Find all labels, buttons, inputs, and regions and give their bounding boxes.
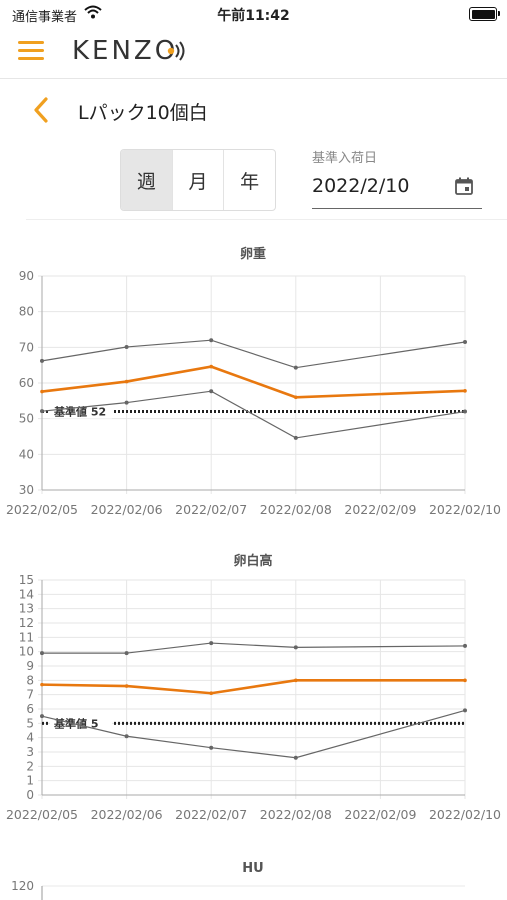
y-tick-label: 2 (26, 759, 34, 773)
y-tick-label: 70 (19, 340, 34, 354)
data-point-avg (294, 395, 298, 400)
divider (26, 219, 507, 220)
y-tick-label: 8 (26, 673, 34, 687)
data-point-min (293, 755, 298, 760)
data-point-max (40, 651, 44, 656)
back-icon[interactable] (30, 96, 54, 124)
data-point-avg (124, 684, 129, 688)
data-point-avg (463, 678, 467, 683)
series-line-avg (41, 679, 465, 695)
data-point-max (293, 645, 298, 650)
data-point-min (124, 400, 129, 405)
period-segmented-control: 週 月 年 (120, 149, 276, 211)
x-tick-label: 2022/02/08 (260, 502, 332, 517)
wifi-icon (84, 5, 102, 23)
y-tick-label: 80 (19, 305, 34, 319)
y-tick-label: 30 (19, 483, 34, 497)
y-tick-label: 60 (19, 376, 34, 390)
data-point-min (124, 734, 129, 739)
x-tick-label: 2022/02/05 (6, 807, 78, 822)
data-point-avg (209, 364, 213, 369)
data-point-min (209, 745, 214, 750)
date-field[interactable]: 2022/2/10 (312, 168, 482, 209)
data-point-min (463, 708, 467, 713)
y-tick-label: 0 (26, 788, 34, 802)
tab-week[interactable]: 週 (121, 150, 173, 210)
y-tick-label: 120 (11, 879, 34, 893)
data-point-max (209, 641, 214, 646)
series-line-avg (41, 365, 466, 399)
date-field-label: 基準入荷日 (312, 151, 378, 166)
data-point-avg (209, 691, 213, 696)
data-point-avg (124, 379, 129, 384)
x-tick-label: 2022/02/07 (175, 502, 247, 517)
data-point-min (463, 409, 467, 414)
chart-title: 卵重 (240, 246, 266, 262)
y-tick-label: 12 (19, 616, 34, 630)
logo-signal-icon (167, 41, 185, 61)
y-tick-label: 1 (26, 774, 34, 788)
data-point-max (124, 651, 129, 656)
tab-year[interactable]: 年 (240, 170, 260, 193)
page-header: Lパック10個白 (0, 80, 507, 140)
carrier-label: 通信事業者 (12, 10, 78, 25)
y-tick-label: 50 (19, 412, 34, 426)
x-tick-label: 2022/02/10 (429, 502, 501, 517)
page-title: Lパック10個白 (78, 102, 208, 124)
series-line-max (41, 339, 466, 369)
data-point-avg (40, 682, 44, 687)
x-tick-label: 2022/02/07 (175, 807, 247, 822)
data-point-avg (294, 678, 298, 683)
x-tick-label: 2022/02/08 (260, 807, 332, 822)
chart-title: 卵白高 (233, 553, 272, 569)
hu-chart: HU 120 (11, 861, 465, 900)
y-tick-label: 40 (19, 447, 34, 461)
y-tick-label: 9 (26, 659, 34, 673)
calendar-icon[interactable] (454, 176, 474, 200)
reference-label-bg (50, 716, 112, 731)
tab-month[interactable]: 月 (173, 150, 225, 210)
data-point-min (209, 389, 214, 394)
chart-title: HU (242, 861, 263, 876)
data-point-min (293, 435, 298, 440)
date-value[interactable]: 2022/2/10 (312, 175, 410, 197)
data-point-avg (463, 389, 467, 393)
x-tick-label: 2022/02/09 (344, 502, 416, 517)
y-tick-label: 6 (26, 702, 34, 716)
y-tick-label: 13 (19, 602, 34, 616)
y-tick-label: 3 (26, 745, 34, 759)
data-point-max (293, 365, 298, 370)
y-tick-label: 7 (26, 688, 34, 702)
y-tick-label: 5 (26, 716, 34, 730)
data-point-max (463, 339, 467, 344)
data-point-max (209, 338, 214, 343)
x-tick-label: 2022/02/06 (91, 502, 163, 517)
clock: 午前11:42 (217, 8, 290, 24)
egg-weight-chart: 卵重 30 40 50 60 70 80 90 2022/02/05 2022/02/06 2022… (6, 246, 501, 517)
x-tick-label: 2022/02/06 (91, 807, 163, 822)
x-tick-label: 2022/02/05 (6, 502, 78, 517)
logo-text: KENZO (72, 36, 179, 66)
reference-label-bg (50, 404, 112, 419)
data-point-max (463, 643, 467, 648)
y-tick-label: 4 (26, 731, 34, 745)
y-tick-label: 11 (19, 630, 34, 644)
data-point-min (40, 714, 44, 719)
x-tick-label: 2022/02/10 (429, 807, 501, 822)
y-tick-label: 14 (19, 587, 34, 601)
data-point-min (40, 409, 44, 414)
y-tick-label: 90 (19, 269, 34, 283)
app-bar: KENZO (0, 28, 507, 79)
data-point-max (40, 358, 44, 363)
y-tick-label: 15 (19, 573, 34, 587)
y-tick-label: 10 (19, 645, 34, 659)
data-point-max (124, 344, 129, 349)
data-point-avg (40, 389, 44, 394)
battery-icon (469, 7, 500, 21)
x-tick-label: 2022/02/09 (344, 807, 416, 822)
menu-icon[interactable] (18, 41, 44, 63)
reference-label: 基準値 52 (53, 405, 106, 419)
status-bar: 通信事業者 午前11:42 (0, 0, 507, 28)
